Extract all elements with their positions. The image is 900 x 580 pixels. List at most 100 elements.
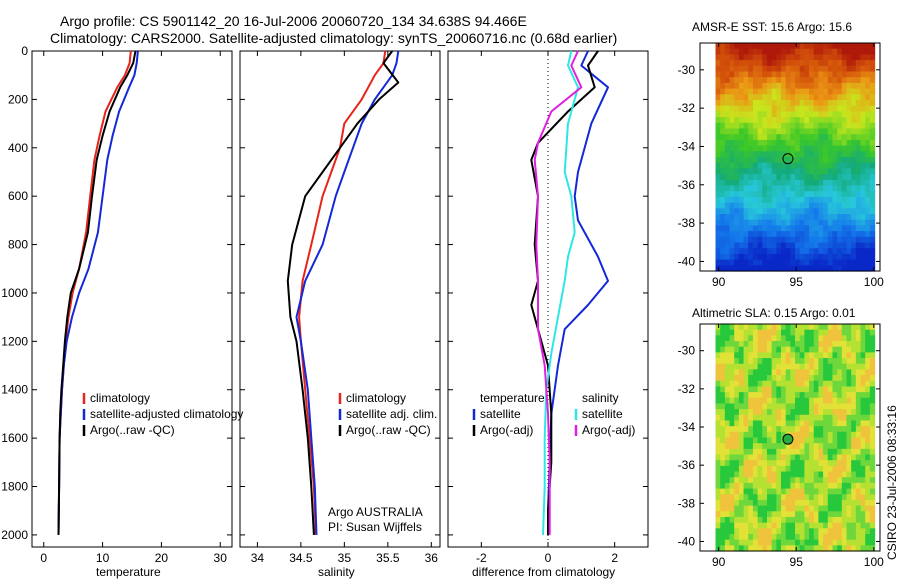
- map-cell: [823, 499, 829, 507]
- map-cell: [781, 431, 787, 439]
- map-cell: [738, 111, 745, 118]
- map-cell: [837, 231, 843, 238]
- map-cell: [729, 65, 735, 73]
- map-cell: [809, 174, 815, 181]
- map-cell: [734, 236, 740, 244]
- map-cell: [813, 236, 820, 244]
- map-cell: [715, 71, 721, 78]
- map-cell: [734, 465, 740, 473]
- map-cell: [766, 528, 773, 535]
- map-cell: [766, 420, 773, 427]
- map-cell: [790, 420, 796, 427]
- map-cell: [799, 494, 805, 501]
- map-cell: [776, 196, 782, 204]
- map-cell: [855, 488, 862, 495]
- map-cell: [729, 265, 735, 272]
- map-cell: [720, 533, 726, 541]
- map-cell: [804, 48, 810, 55]
- map-cell: [799, 375, 805, 382]
- map-cell: [771, 482, 777, 490]
- map-cell: [771, 477, 777, 484]
- map-cell: [860, 346, 866, 353]
- map-cell: [846, 231, 852, 238]
- map-cell: [855, 174, 862, 181]
- map-cell: [823, 454, 829, 461]
- map-cell: [799, 533, 805, 541]
- map-cell: [762, 134, 768, 141]
- map-cell: [771, 202, 777, 209]
- map-cell: [809, 437, 815, 444]
- map-cell: [724, 454, 731, 461]
- map-cell: [776, 454, 782, 461]
- map-cell: [738, 341, 745, 348]
- map-cell: [865, 88, 871, 95]
- map-cell: [781, 409, 787, 416]
- map-cell: [729, 117, 735, 124]
- map-cell: [851, 88, 857, 95]
- map-cell: [771, 208, 777, 215]
- map-cell: [790, 488, 796, 495]
- map-cell: [865, 397, 871, 405]
- map-cell: [823, 185, 829, 192]
- map-cell: [799, 499, 805, 507]
- map-cell: [743, 185, 749, 192]
- map-cell: [790, 335, 796, 342]
- map-cell: [860, 454, 866, 461]
- map-cell: [729, 179, 735, 187]
- map-cell: [752, 482, 759, 490]
- map-cell: [748, 174, 754, 181]
- map-cell: [720, 482, 726, 490]
- map-cell: [776, 214, 782, 221]
- map-cell: [841, 242, 848, 249]
- map-cell: [799, 259, 805, 266]
- map-cell: [827, 488, 834, 495]
- map-cell: [734, 482, 740, 490]
- map-cell: [748, 460, 754, 467]
- map-cell: [757, 157, 763, 164]
- map-cell: [734, 352, 740, 359]
- map-cell: [734, 145, 740, 152]
- map-cell: [766, 505, 773, 512]
- map-cell: [720, 145, 726, 152]
- map-cell: [869, 539, 876, 546]
- map-cell: [720, 426, 726, 433]
- map-cell: [804, 145, 810, 152]
- map-cell: [851, 253, 857, 261]
- map-cell: [748, 191, 754, 198]
- map-cell: [837, 346, 843, 353]
- map-cell: [846, 448, 852, 456]
- map-cell: [804, 208, 810, 215]
- map-cell: [799, 100, 805, 107]
- map-cell: [851, 100, 857, 107]
- map-cell: [738, 157, 745, 164]
- difference-xlabel: difference from climatology: [472, 565, 615, 579]
- map-cell: [762, 420, 768, 427]
- map-cell: [743, 208, 749, 215]
- map-cell: [841, 499, 848, 507]
- map-cell: [837, 460, 843, 467]
- map-cell: [860, 117, 866, 124]
- map-cell: [827, 409, 834, 416]
- map-cell: [823, 511, 829, 518]
- map-cell: [823, 329, 829, 336]
- map-cell: [771, 179, 777, 187]
- map-cell: [860, 533, 866, 541]
- map-cell: [724, 431, 731, 439]
- map-cell: [818, 375, 824, 382]
- map-cell: [781, 43, 787, 50]
- map-cell: [766, 214, 773, 221]
- map-cell: [869, 208, 876, 215]
- map-cell: [851, 77, 857, 84]
- map-cell: [762, 82, 768, 90]
- map-cell: [851, 111, 857, 118]
- map-cell: [771, 105, 777, 112]
- map-cell: [734, 157, 740, 164]
- map-cell: [804, 54, 810, 61]
- map-cell: [855, 341, 862, 348]
- map-cell: [785, 145, 791, 152]
- map-cell: [795, 94, 801, 101]
- map-cell: [781, 191, 787, 198]
- map-cell: [804, 403, 810, 410]
- map-cell: [851, 65, 857, 73]
